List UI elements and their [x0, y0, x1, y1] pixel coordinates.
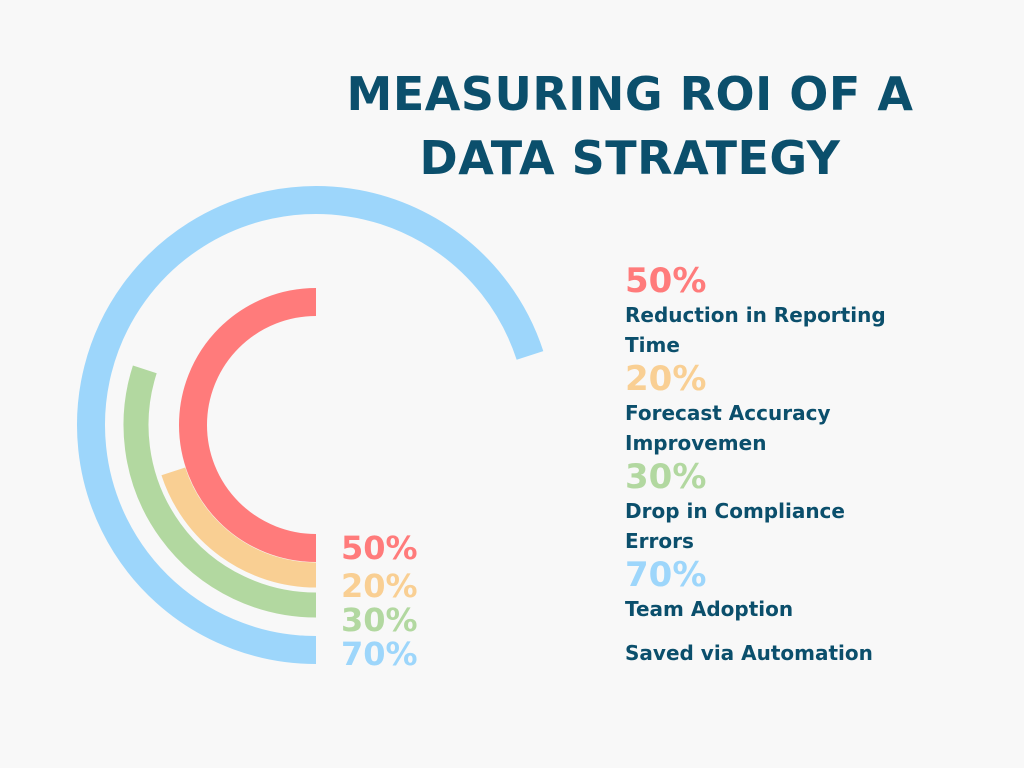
- legend-item-reporting-time: 50% Reduction in Reporting Time: [625, 262, 1005, 360]
- title-line-1: MEASURING ROI OF A: [346, 67, 914, 121]
- automation-label: Saved via Automation: [625, 641, 873, 665]
- radial-bar-2: [123, 365, 317, 618]
- legend-label-line-1: Forecast Accuracy: [625, 401, 831, 425]
- radial-bar-label-0: 50%: [341, 529, 418, 567]
- legend-value: 20%: [625, 359, 707, 399]
- legend-item-compliance-errors: 30% Drop in Compliance Errors: [625, 458, 1005, 556]
- legend-label-line-1: Drop in Compliance: [625, 499, 845, 523]
- legend-label-line-1: Team Adoption: [625, 597, 794, 621]
- legend-label-line-2: Time: [625, 333, 680, 357]
- legend-value: 70%: [625, 555, 707, 595]
- radial-bar-3: [77, 186, 544, 664]
- title-line-2: DATA STRATEGY: [419, 131, 841, 185]
- chart-title: MEASURING ROI OF A DATA STRATEGY: [330, 62, 930, 190]
- radial-bar-label-3: 70%: [341, 635, 418, 673]
- radial-bar-label-2: 30%: [341, 601, 418, 639]
- radial-bar-0: [179, 288, 317, 562]
- legend-value: 30%: [625, 457, 707, 497]
- legend-label-line-2: Errors: [625, 529, 694, 553]
- legend: 50% Reduction in Reporting Time 20% Fore…: [625, 262, 1005, 624]
- legend-label-line-1: Reduction in Reporting: [625, 303, 886, 327]
- radial-bar-label-1: 20%: [341, 567, 418, 605]
- legend-item-team-adoption: 70% Team Adoption: [625, 556, 1005, 624]
- legend-label-line-2: Improvemen: [625, 431, 767, 455]
- legend-value: 50%: [625, 261, 707, 301]
- radial-bar-1: [161, 467, 317, 588]
- legend-item-forecast-accuracy: 20% Forecast Accuracy Improvemen: [625, 360, 1005, 458]
